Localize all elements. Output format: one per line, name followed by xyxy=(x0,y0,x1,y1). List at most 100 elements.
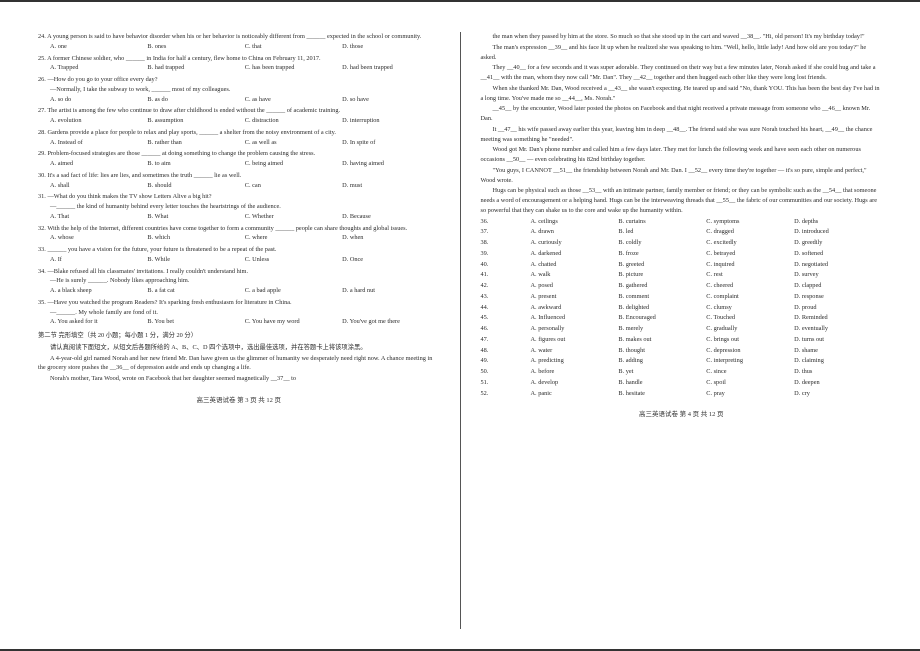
cloze-option: C. rest xyxy=(706,270,794,280)
option: C. Whether xyxy=(245,212,342,222)
cloze-option: A. present xyxy=(531,292,619,302)
cloze-paragraph: When she thanked Mr. Dan, Wood received … xyxy=(481,84,883,104)
cloze-option: A. water xyxy=(531,346,619,356)
cloze-paragraph: The man's expression __39__ and his face… xyxy=(481,43,883,63)
question-25: 25. A former Chinese soldier, who ______… xyxy=(38,54,440,74)
question-stem: 34. —Blake refused all his classmates' i… xyxy=(38,267,440,277)
question-stem-line2: —Normally, I take the subway to work, __… xyxy=(50,85,440,95)
cloze-option: C. complaint xyxy=(706,292,794,302)
question-stem: 26. —How do you go to your office every … xyxy=(38,75,440,85)
cloze-option: C. brings out xyxy=(706,335,794,345)
cloze-option: B. thought xyxy=(618,346,706,356)
question-options: A. TrappedB. had trappedC. has been trap… xyxy=(50,63,440,73)
question-stem: 33. ______ you have a vision for the fut… xyxy=(38,245,440,255)
question-26: 26. —How do you go to your office every … xyxy=(38,75,440,104)
cloze-option-num: 41. xyxy=(481,270,531,280)
cloze-option: D. survey xyxy=(794,270,882,280)
cloze-option: D. proud xyxy=(794,303,882,313)
cloze-option: B. Encouraged xyxy=(618,313,706,323)
cloze-option: B. curtains xyxy=(618,217,706,227)
option: A. whose xyxy=(50,233,147,243)
cloze-option-num: 40. xyxy=(481,260,531,270)
option: D. You've got me there xyxy=(342,317,439,327)
option: A. one xyxy=(50,42,147,52)
cloze-option-num: 45. xyxy=(481,313,531,323)
option: B. rather than xyxy=(147,138,244,148)
cloze-option: B. handle xyxy=(618,378,706,388)
question-28: 28. Gardens provide a place for people t… xyxy=(38,128,440,148)
cloze-option: A. walk xyxy=(531,270,619,280)
exam-scan: 24. A young person is said to have behav… xyxy=(0,0,920,651)
option: A. evolution xyxy=(50,116,147,126)
cloze-option: A. curiously xyxy=(531,238,619,248)
option: B. to aim xyxy=(147,159,244,169)
cloze-continuation-block: the man when they passed by him at the s… xyxy=(481,32,883,216)
cloze-option-num: 38. xyxy=(481,238,531,248)
option: A. shall xyxy=(50,181,147,191)
cloze-option: C. excitedly xyxy=(706,238,794,248)
left-column: 24. A young person is said to have behav… xyxy=(20,32,458,629)
section2-heading: 第二节 完形填空（共 20 小题；每小题 1 分，满分 20 分） xyxy=(38,331,440,341)
cloze-option: B. yet xyxy=(618,367,706,377)
question-31: 31. —What do you think makes the TV show… xyxy=(38,192,440,221)
cloze-option: A. darkened xyxy=(531,249,619,259)
option: D. those xyxy=(342,42,439,52)
cloze-option-num: 51. xyxy=(481,378,531,388)
question-30: 30. It's a sad fact of life: lies are li… xyxy=(38,171,440,191)
cloze-option: D. softened xyxy=(794,249,882,259)
cloze-option-num: 43. xyxy=(481,292,531,302)
cloze-option-num: 36. xyxy=(481,217,531,227)
cloze-option: A. drawn xyxy=(531,227,619,237)
cloze-option-num: 37. xyxy=(481,227,531,237)
question-32: 32. With the help of the Internet, diffe… xyxy=(38,224,440,244)
option: B. ones xyxy=(147,42,244,52)
cloze-option-num: 44. xyxy=(481,303,531,313)
option: C. a bad apple xyxy=(245,286,342,296)
cloze-option: C. Touched xyxy=(706,313,794,323)
cloze-option: B. delighted xyxy=(618,303,706,313)
cloze-option: B. adding xyxy=(618,356,706,366)
cloze-option: D. clapped xyxy=(794,281,882,291)
option: D. Because xyxy=(342,212,439,222)
cloze-option-num: 46. xyxy=(481,324,531,334)
question-options: A. aimedB. to aimC. being aimedD. having… xyxy=(50,159,440,169)
option: D. Once xyxy=(342,255,439,265)
cloze-option-num: 49. xyxy=(481,356,531,366)
question-options: A. evolutionB. assumptionC. distractionD… xyxy=(50,116,440,126)
cloze-option: D. shame xyxy=(794,346,882,356)
option: C. as well as xyxy=(245,138,342,148)
option: A. If xyxy=(50,255,147,265)
question-options: A. You asked for itB. You betC. You have… xyxy=(50,317,440,327)
question-stem: 28. Gardens provide a place for people t… xyxy=(38,128,440,138)
option: B. had trapped xyxy=(147,63,244,73)
cloze-option: C. interpreting xyxy=(706,356,794,366)
cloze-option-num: 48. xyxy=(481,346,531,356)
cloze-option: D. Reminded xyxy=(794,313,882,323)
question-options: A. Instead ofB. rather thanC. as well as… xyxy=(50,138,440,148)
cloze-paragraph: They __40__ for a few seconds and it was… xyxy=(481,63,883,83)
option: D. having aimed xyxy=(342,159,439,169)
cloze-option-num: 47. xyxy=(481,335,531,345)
option: A. Trapped xyxy=(50,63,147,73)
left-page-footer: 高三英语试卷 第 3 页 共 12 页 xyxy=(38,396,440,406)
option: C. Unless xyxy=(245,255,342,265)
cloze-option: B. led xyxy=(618,227,706,237)
cloze-option: A. panic xyxy=(531,389,619,399)
option: C. where xyxy=(245,233,342,243)
cloze-option: B. coldly xyxy=(618,238,706,248)
question-stem: 31. —What do you think makes the TV show… xyxy=(38,192,440,202)
cloze-option: A. predicting xyxy=(531,356,619,366)
cloze-option: C. betrayed xyxy=(706,249,794,259)
cloze-option: C. dragged xyxy=(706,227,794,237)
question-29: 29. Problem-focused strategies are those… xyxy=(38,149,440,169)
cloze-option: D. greedily xyxy=(794,238,882,248)
cloze-paragraph: It __47__ his wife passed away earlier t… xyxy=(481,125,883,145)
cloze-option: B. greeted xyxy=(618,260,706,270)
cloze-option: B. hesitate xyxy=(618,389,706,399)
question-options: A. shallB. shouldC. canD. must xyxy=(50,181,440,191)
option: B. a fat cat xyxy=(147,286,244,296)
question-stem-line2: —______. My whole family are fond of it. xyxy=(50,308,440,318)
cloze-option: C. clumsy xyxy=(706,303,794,313)
mc-questions-block: 24. A young person is said to have behav… xyxy=(38,32,440,327)
option: B. What xyxy=(147,212,244,222)
